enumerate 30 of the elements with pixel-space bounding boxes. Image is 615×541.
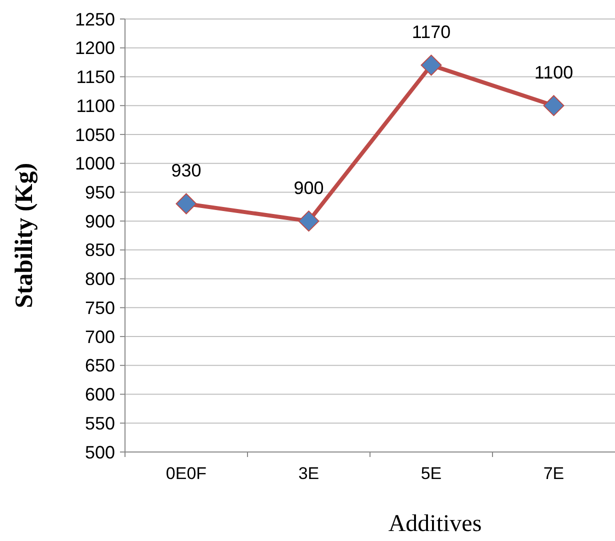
data-label: 1100 — [534, 62, 574, 83]
y-tick-label: 500 — [84, 442, 115, 462]
y-tick-label: 1050 — [74, 124, 115, 145]
y-tick-label: 800 — [84, 269, 115, 290]
y-axis-title: Stability (Kg) — [11, 162, 38, 308]
x-axis-title: Additives — [388, 511, 482, 537]
point — [543, 95, 564, 116]
point — [298, 210, 320, 232]
y-tick-label: 1250 — [74, 9, 115, 30]
y-tick-label: 950 — [84, 182, 115, 202]
y-tick-label: 650 — [84, 356, 115, 376]
y-tick-label: 1150 — [76, 67, 115, 88]
y-tick-label: 900 — [84, 211, 115, 232]
y-tick-label: 550 — [84, 413, 115, 434]
y-tick-label: 600 — [84, 384, 115, 405]
y-tick-label: 850 — [84, 240, 115, 260]
y-tick-label: 750 — [84, 298, 115, 318]
data-label: 1170 — [412, 22, 451, 42]
x-tick-label: 0E0F — [166, 464, 207, 483]
point — [176, 193, 197, 214]
x-tick-label: 7E — [543, 464, 564, 483]
y-tick-label: 1200 — [74, 38, 115, 58]
data-label: 930 — [171, 160, 202, 181]
x-tick-label: 5E — [420, 464, 442, 483]
x-tick-label: 3E — [298, 464, 320, 483]
y-tick-label: 1000 — [74, 154, 115, 174]
data-label: 900 — [294, 178, 324, 198]
point — [420, 54, 442, 76]
y-tick-label: 1100 — [76, 96, 115, 116]
y-tick-label: 700 — [84, 326, 115, 347]
